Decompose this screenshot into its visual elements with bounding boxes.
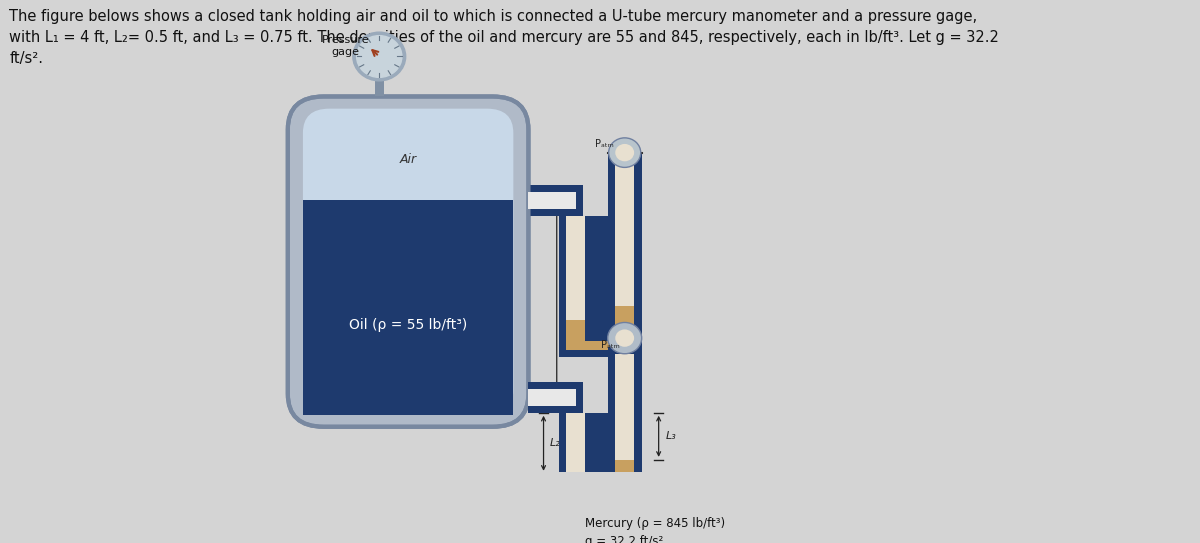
Bar xyxy=(528,192,576,209)
Bar xyxy=(616,353,634,404)
Bar xyxy=(566,413,586,503)
FancyBboxPatch shape xyxy=(302,109,514,415)
Text: Pressure
gage: Pressure gage xyxy=(322,35,370,57)
Text: L₁: L₁ xyxy=(563,292,575,305)
Bar xyxy=(616,153,634,350)
Bar xyxy=(566,495,634,503)
Bar xyxy=(566,320,586,350)
Bar xyxy=(616,460,634,503)
Bar xyxy=(616,353,634,503)
Bar xyxy=(566,495,634,503)
Bar xyxy=(566,473,586,503)
Bar xyxy=(607,153,642,216)
Text: The figure belows shows a closed tank holding air and oil to which is connected : The figure belows shows a closed tank ho… xyxy=(10,9,1000,66)
Bar xyxy=(528,185,583,216)
Bar xyxy=(616,153,634,209)
Bar xyxy=(559,216,642,357)
Bar xyxy=(559,413,642,510)
Circle shape xyxy=(353,32,406,81)
Bar xyxy=(566,341,634,350)
Circle shape xyxy=(356,36,402,77)
Bar xyxy=(302,200,514,415)
Text: Pₐₜₘ: Pₐₜₘ xyxy=(595,139,613,149)
FancyBboxPatch shape xyxy=(288,97,528,427)
Text: Pₐₜₘ: Pₐₜₘ xyxy=(601,340,620,350)
Bar xyxy=(566,216,586,350)
Circle shape xyxy=(608,138,641,167)
Bar xyxy=(607,347,642,413)
Text: L₃: L₃ xyxy=(665,431,676,441)
Circle shape xyxy=(616,144,634,161)
Bar xyxy=(566,341,634,350)
Text: Air: Air xyxy=(400,153,416,166)
Bar xyxy=(528,382,583,413)
Text: Mercury (ρ = 845 lb/ft³)
g = 32.2 ft/s²: Mercury (ρ = 845 lb/ft³) g = 32.2 ft/s² xyxy=(586,517,725,543)
Bar xyxy=(528,389,576,406)
Circle shape xyxy=(607,323,642,353)
Bar xyxy=(374,75,384,97)
Bar xyxy=(616,306,634,350)
Circle shape xyxy=(616,330,634,347)
Text: L₂: L₂ xyxy=(550,438,560,449)
Text: Oil (ρ = 55 lb/ft³): Oil (ρ = 55 lb/ft³) xyxy=(349,318,467,332)
